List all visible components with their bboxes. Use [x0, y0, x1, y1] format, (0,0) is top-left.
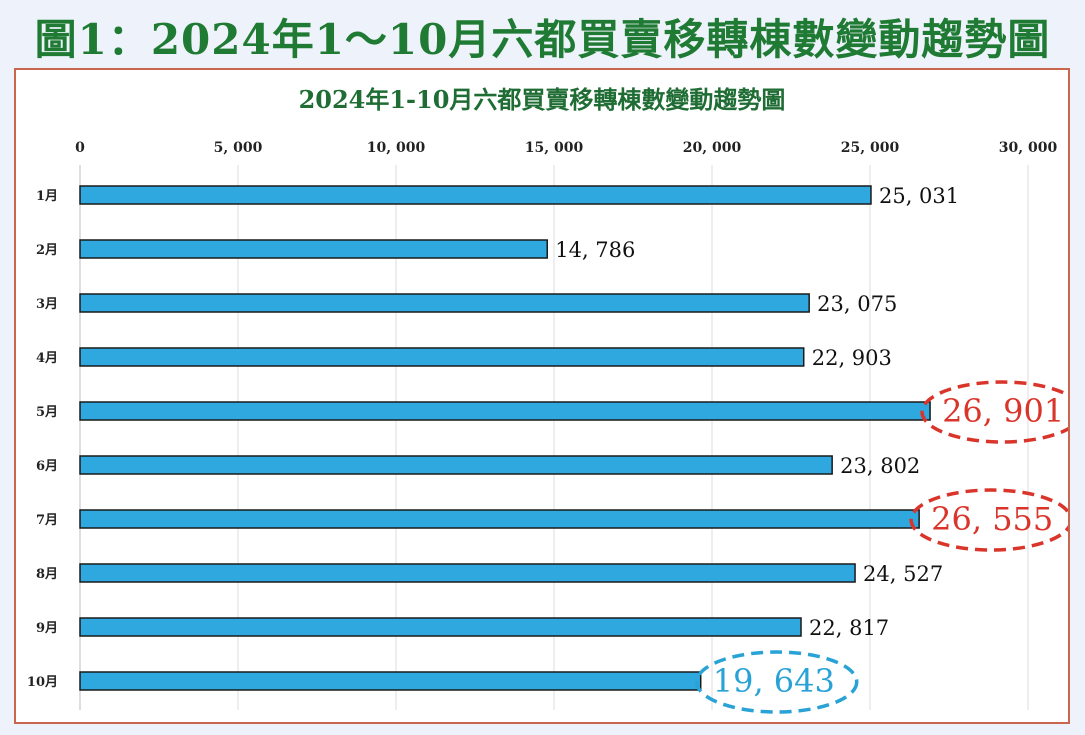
data-label: 14, 786 [555, 238, 635, 262]
bar [79, 671, 702, 691]
bar [79, 401, 931, 421]
data-label: 26, 555 [931, 500, 1053, 538]
page-title: 圖1：2024年1～10月六都買賣移轉棟數變動趨勢圖 [34, 15, 1051, 64]
category-label: 4月 [36, 351, 58, 366]
category-label: 6月 [36, 459, 58, 474]
category-label: 9月 [36, 621, 58, 636]
data-label: 22, 903 [812, 346, 892, 370]
x-tick-label: 10, 000 [367, 140, 426, 156]
data-label: 19, 643 [713, 662, 835, 700]
x-tick-label: 5, 000 [214, 140, 263, 156]
data-label: 23, 802 [840, 454, 920, 478]
x-tick-label: 20, 000 [683, 140, 742, 156]
highlight-ellipse [920, 380, 1068, 444]
x-tick-label: 0 [75, 140, 85, 156]
chart-frame: 2024年1-10月六都買賣移轉棟數變動趨勢圖 0 5, 000 10, 000 15… [14, 68, 1070, 724]
category-label: 8月 [36, 567, 58, 582]
highlight-ellipse [909, 488, 1068, 552]
bar [79, 293, 810, 313]
x-tick-label: 15, 000 [525, 140, 584, 156]
x-tick-label: 25, 000 [841, 140, 900, 156]
data-label: 22, 817 [809, 616, 889, 640]
highlight-ellipse [694, 650, 859, 714]
x-tick-label: 30, 000 [999, 140, 1058, 156]
bar [79, 347, 805, 367]
category-label: 7月 [36, 513, 58, 528]
chart-title: 2024年1-10月六都買賣移轉棟數變動趨勢圖 [299, 85, 786, 114]
data-label: 25, 031 [879, 184, 959, 208]
category-label: 1月 [36, 189, 58, 204]
bar [79, 509, 920, 529]
bar [79, 617, 802, 637]
bar [79, 455, 833, 475]
data-label: 23, 075 [817, 292, 897, 316]
bar-chart: 2024年1-10月六都買賣移轉棟數變動趨勢圖 0 5, 000 10, 000 15… [27, 85, 1068, 714]
data-label: 24, 527 [863, 562, 943, 586]
category-label: 2月 [36, 243, 58, 258]
category-label: 3月 [36, 297, 58, 312]
data-label: 26, 901 [942, 392, 1064, 430]
bar [79, 563, 856, 583]
category-label: 10月 [27, 675, 58, 690]
category-label: 5月 [36, 405, 58, 420]
bar [79, 185, 872, 205]
bar [79, 239, 548, 259]
